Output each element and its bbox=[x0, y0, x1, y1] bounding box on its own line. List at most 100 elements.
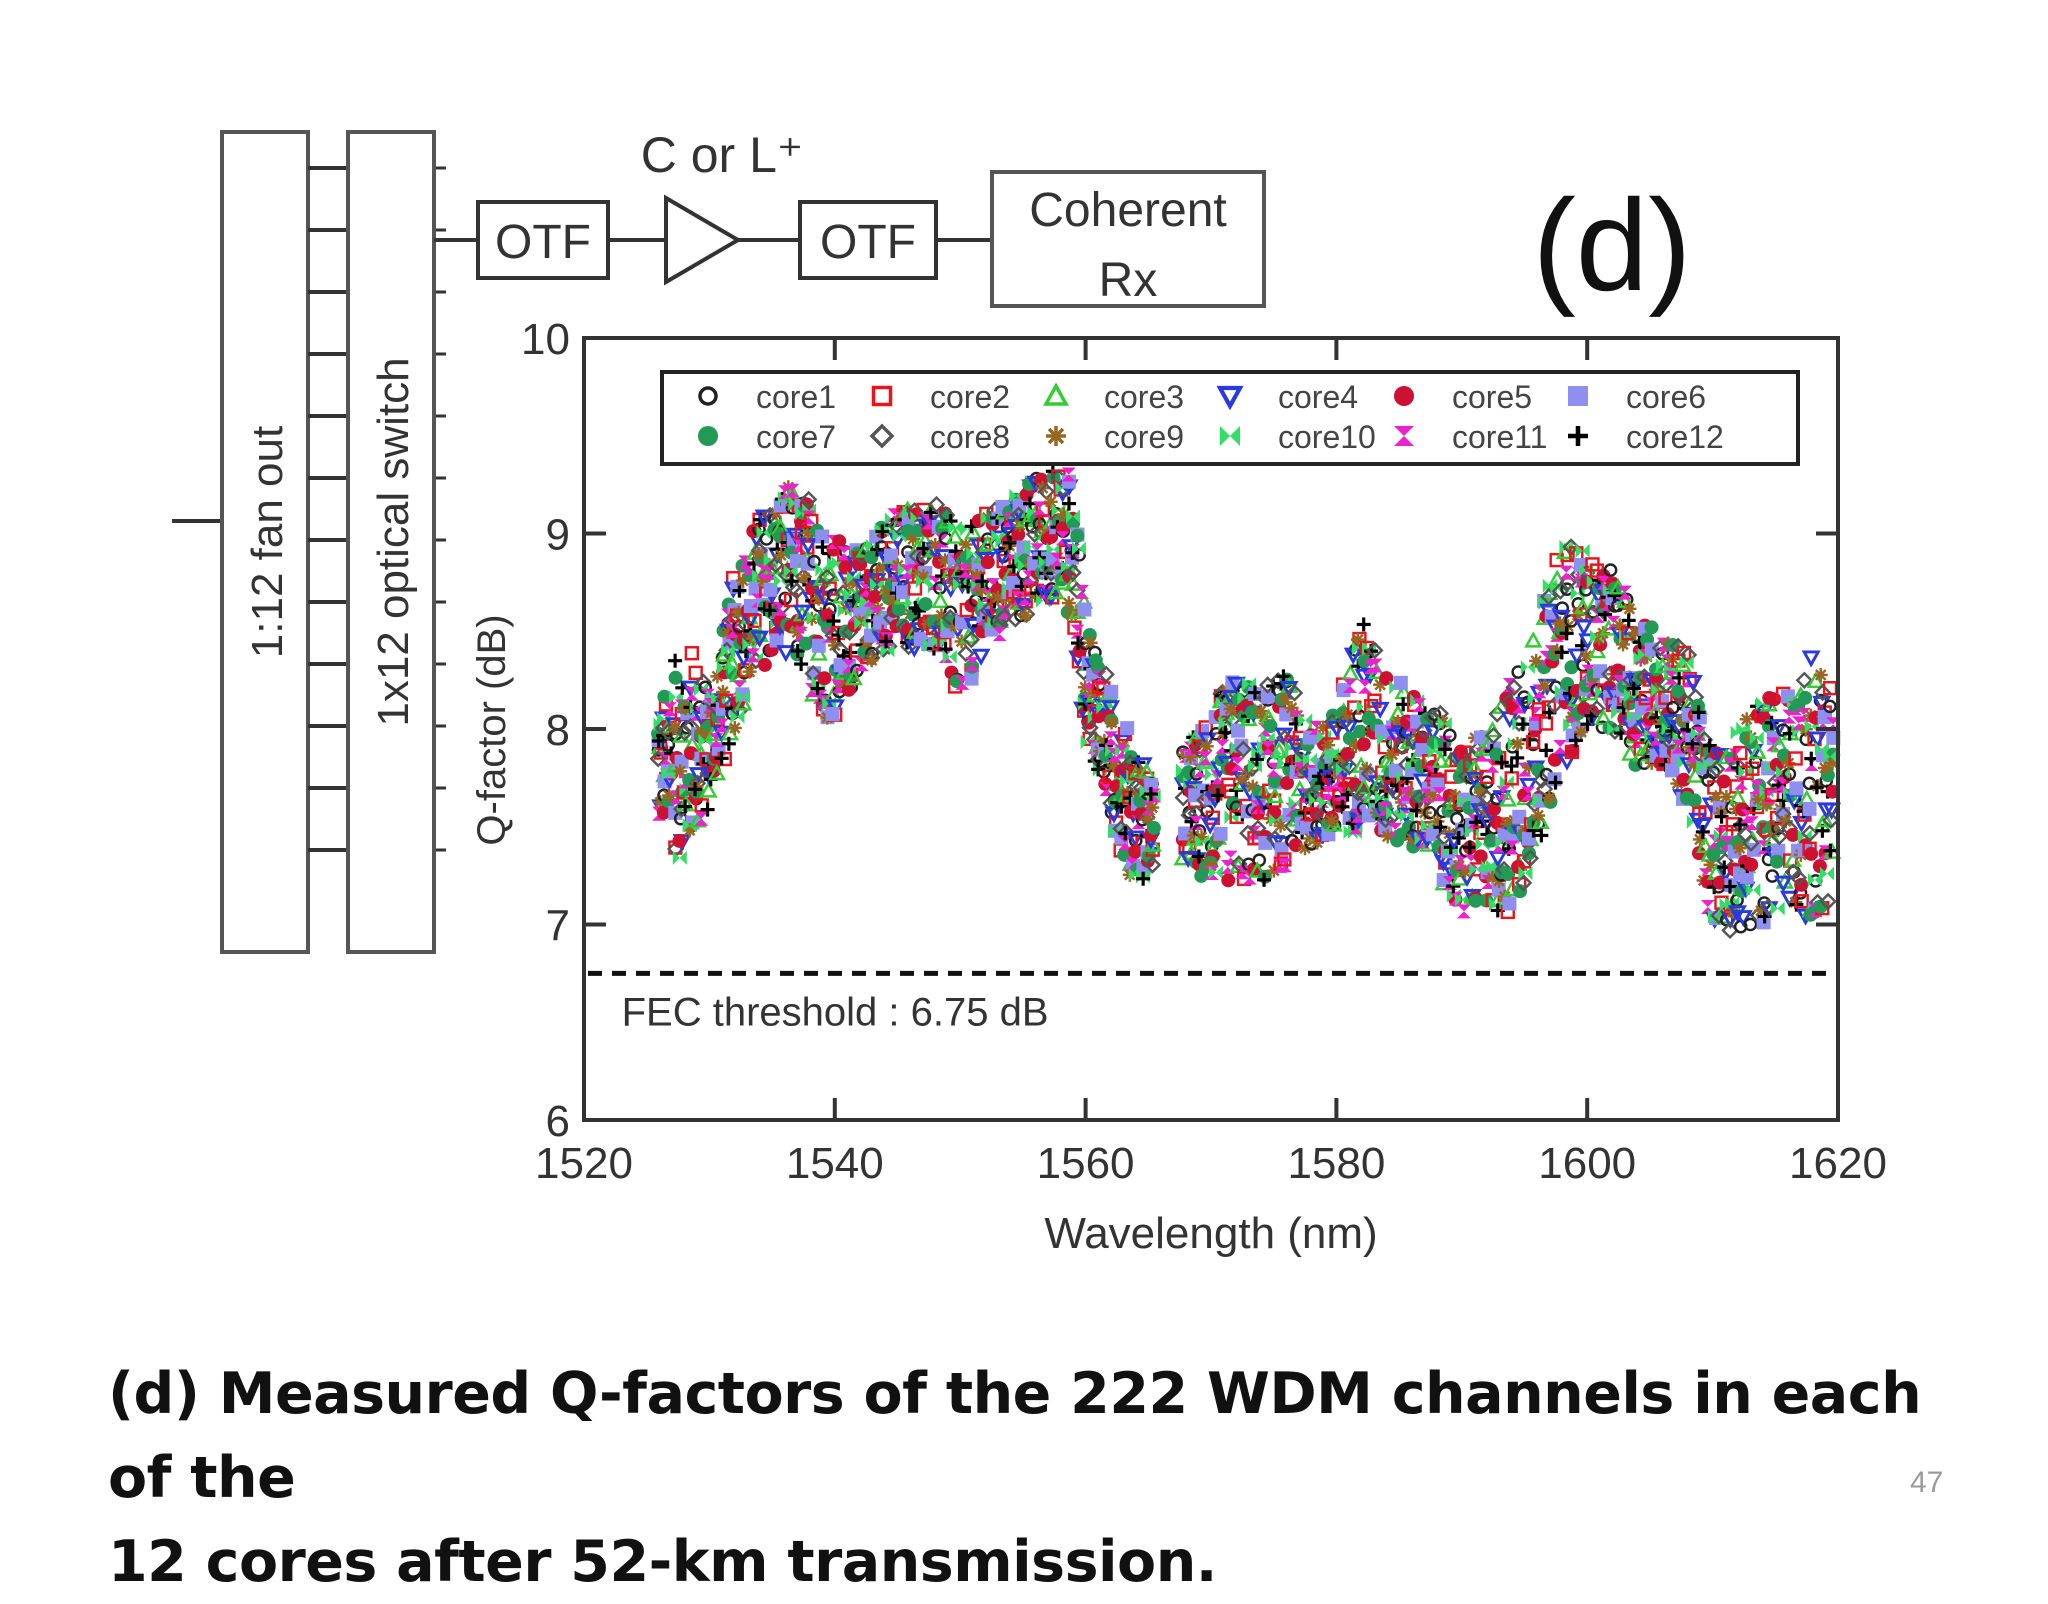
data-point-core10 bbox=[1771, 901, 1785, 915]
data-point-core2 bbox=[686, 647, 698, 659]
data-point-core4 bbox=[1810, 733, 1824, 746]
data-point-core5 bbox=[1794, 878, 1808, 892]
data-point-core7 bbox=[1070, 529, 1084, 543]
data-point-core4 bbox=[974, 650, 988, 663]
data-point-core6 bbox=[826, 707, 840, 721]
data-point-core11 bbox=[1559, 566, 1573, 580]
legend-label: core7 bbox=[756, 419, 836, 455]
data-point-core6 bbox=[1747, 843, 1761, 857]
data-point-core10 bbox=[1303, 753, 1317, 767]
data-point-core6 bbox=[1077, 603, 1091, 617]
data-point-core9 bbox=[728, 721, 742, 735]
data-point-core5 bbox=[672, 834, 686, 848]
scatter-points bbox=[651, 464, 1840, 937]
data-point-core5 bbox=[1717, 774, 1731, 788]
data-point-core6 bbox=[1789, 781, 1803, 795]
data-point-core6 bbox=[1104, 685, 1118, 699]
data-point-core5 bbox=[981, 555, 995, 569]
y-tick-label: 7 bbox=[546, 902, 570, 951]
legend-label: core6 bbox=[1626, 379, 1706, 415]
fan-out-label: 1:12 fan out bbox=[243, 426, 292, 658]
amplifier-icon bbox=[666, 198, 738, 282]
legend-marker bbox=[698, 426, 718, 446]
y-tick-label: 9 bbox=[546, 511, 570, 560]
legend-label: core2 bbox=[930, 379, 1010, 415]
otf-right-label: OTF bbox=[820, 216, 916, 269]
data-point-core3 bbox=[1343, 666, 1357, 679]
block-diagram: 1:12 fan out 1x12 optical switch OTF C o… bbox=[172, 127, 1264, 952]
amplifier-label: C or L⁺ bbox=[641, 127, 804, 183]
x-tick-label: 1580 bbox=[1287, 1139, 1385, 1188]
data-point-core6 bbox=[812, 639, 826, 653]
data-point-core5 bbox=[1128, 844, 1142, 858]
data-point-core4 bbox=[737, 652, 751, 665]
legend-marker bbox=[1046, 426, 1066, 446]
data-point-core5 bbox=[1786, 828, 1800, 842]
y-tick-label: 8 bbox=[546, 706, 570, 755]
otf-left-label: OTF bbox=[495, 216, 591, 269]
data-point-core6 bbox=[1214, 827, 1228, 841]
x-tick-label: 1600 bbox=[1538, 1139, 1636, 1188]
slide-number: 47 bbox=[1910, 1466, 1943, 1500]
data-point-core6 bbox=[1394, 676, 1408, 690]
data-point-core6 bbox=[1803, 802, 1817, 816]
legend: core1 core2 core3 core4 core5 core6 core7 core8… bbox=[662, 372, 1798, 464]
data-point-core5 bbox=[1357, 737, 1371, 751]
y-tick-label: 10 bbox=[521, 315, 570, 364]
legend-label: core10 bbox=[1278, 419, 1376, 455]
legend-label: core8 bbox=[930, 419, 1010, 455]
data-point-core1 bbox=[1451, 813, 1462, 824]
x-tick-label: 1560 bbox=[1037, 1139, 1135, 1188]
data-point-core7 bbox=[1263, 719, 1277, 733]
x-axis-label: Wavelength (nm) bbox=[1044, 1209, 1377, 1258]
legend-label: core5 bbox=[1452, 379, 1532, 415]
data-point-core5 bbox=[868, 590, 882, 604]
data-point-core9 bbox=[1814, 668, 1828, 682]
legend-label: core1 bbox=[756, 379, 836, 415]
x-tick-label: 1620 bbox=[1789, 1139, 1887, 1188]
data-point-core11 bbox=[1457, 904, 1471, 918]
data-point-core6 bbox=[884, 548, 898, 562]
data-point-core7 bbox=[1770, 855, 1784, 869]
optical-switch-label: 1x12 optical switch bbox=[369, 357, 418, 726]
data-point-core1 bbox=[1254, 855, 1265, 866]
data-point-core11 bbox=[1198, 751, 1212, 765]
data-point-core7 bbox=[669, 671, 683, 685]
figure-label: (d) bbox=[1533, 172, 1692, 318]
legend-label: core11 bbox=[1452, 419, 1547, 455]
data-point-core3 bbox=[1526, 634, 1540, 647]
data-point-core5 bbox=[758, 658, 772, 672]
fec-threshold-label: FEC threshold : 6.75 dB bbox=[622, 990, 1049, 1034]
legend-label: core4 bbox=[1278, 379, 1358, 415]
data-point-core9 bbox=[1511, 737, 1525, 751]
data-point-core6 bbox=[1502, 896, 1516, 910]
receiver-label-line1: Coherent bbox=[1029, 184, 1226, 237]
data-point-core6 bbox=[1665, 763, 1679, 777]
y-tick-label: 6 bbox=[546, 1097, 570, 1146]
data-point-core7 bbox=[1798, 691, 1812, 705]
data-point-core5 bbox=[1221, 873, 1235, 887]
data-point-core11 bbox=[1075, 585, 1089, 599]
receiver-label-line2: Rx bbox=[1099, 254, 1158, 307]
data-point-core11 bbox=[935, 534, 949, 548]
data-point-core6 bbox=[1120, 721, 1134, 735]
data-point-core7 bbox=[1645, 620, 1659, 634]
y-axis-label: Q-factor (dB) bbox=[470, 614, 514, 845]
legend-label: core3 bbox=[1104, 379, 1184, 415]
data-point-core5 bbox=[817, 671, 831, 685]
caption-line-2: 12 cores after 52-km transmission. bbox=[108, 1520, 1968, 1604]
x-tick-label: 1540 bbox=[786, 1139, 884, 1188]
data-point-core5 bbox=[1474, 849, 1488, 863]
data-point-core5 bbox=[1813, 859, 1827, 873]
data-point-core9 bbox=[1044, 495, 1058, 509]
data-point-core10 bbox=[1820, 867, 1834, 881]
figure: 1:12 fan out 1x12 optical switch OTF C o… bbox=[0, 0, 2048, 1536]
legend-label: core9 bbox=[1104, 419, 1184, 455]
caption: (d) Measured Q-factors of the 222 WDM ch… bbox=[108, 1352, 1968, 1604]
caption-line-1: (d) Measured Q-factors of the 222 WDM ch… bbox=[108, 1352, 1968, 1520]
data-point-core4 bbox=[1804, 652, 1818, 665]
data-point-core5 bbox=[1744, 858, 1758, 872]
data-point-core12 bbox=[1357, 617, 1371, 631]
data-point-core10 bbox=[1521, 660, 1535, 674]
